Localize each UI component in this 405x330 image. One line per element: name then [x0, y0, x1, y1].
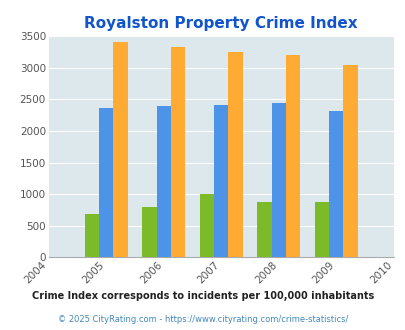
Bar [171, 47, 185, 257]
Text: Crime Index corresponds to incidents per 100,000 inhabitants: Crime Index corresponds to incidents per… [32, 291, 373, 301]
Bar [156, 106, 171, 257]
Bar [85, 214, 99, 257]
Bar [343, 65, 357, 257]
Bar [199, 194, 213, 257]
Title: Royalston Property Crime Index: Royalston Property Crime Index [84, 16, 357, 31]
Bar [285, 55, 300, 257]
Bar [142, 207, 156, 257]
Text: © 2025 CityRating.com - https://www.cityrating.com/crime-statistics/: © 2025 CityRating.com - https://www.city… [58, 315, 347, 324]
Bar [328, 112, 343, 257]
Bar [228, 52, 242, 257]
Bar [314, 202, 328, 257]
Bar [99, 108, 113, 257]
Bar [113, 42, 128, 257]
Bar [257, 202, 271, 257]
Bar [271, 103, 285, 257]
Bar [213, 105, 228, 257]
